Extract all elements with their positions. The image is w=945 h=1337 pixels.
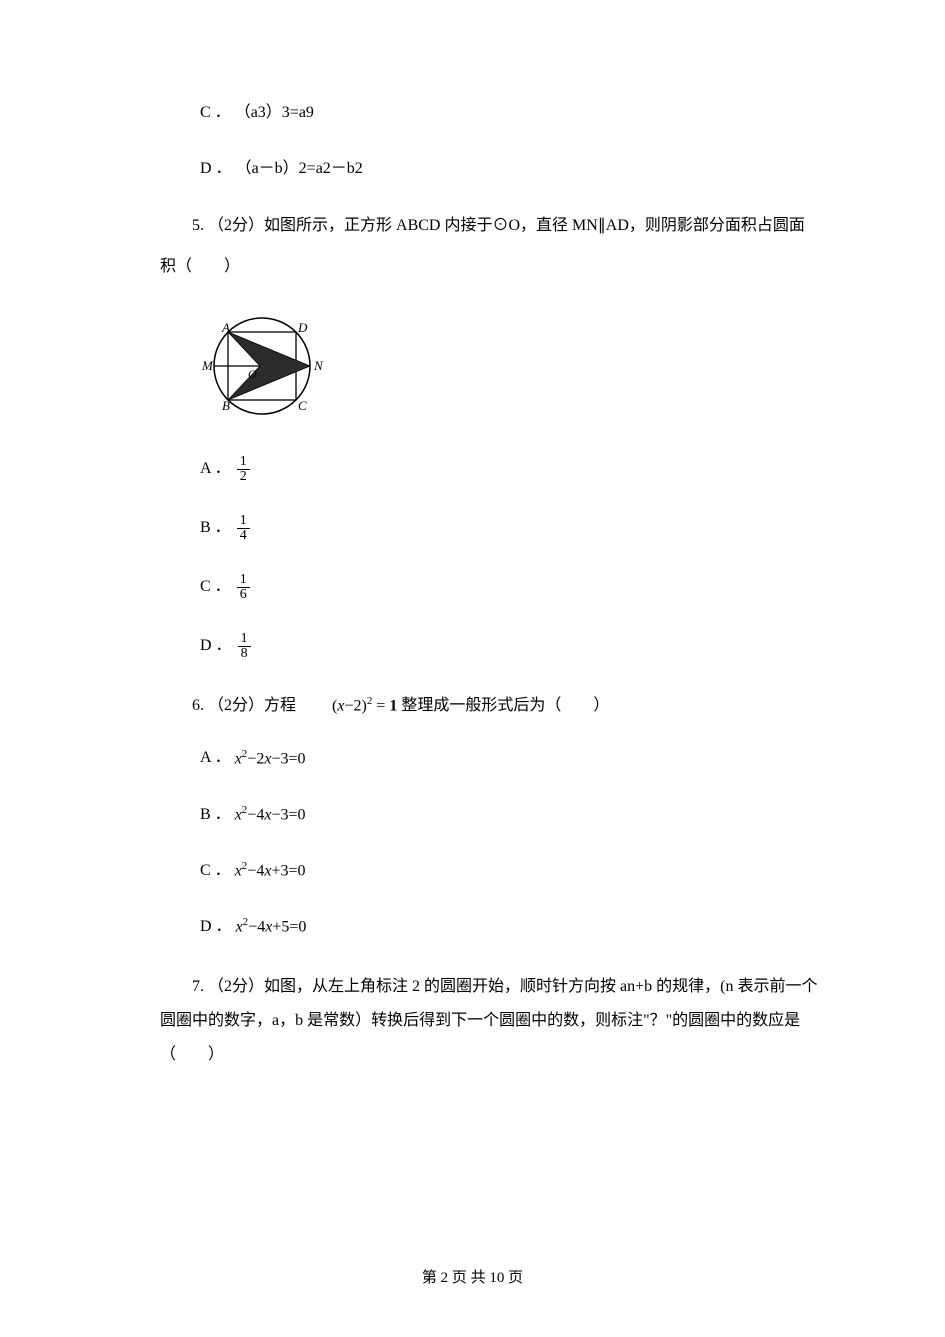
svg-text:C: C [298,398,307,413]
fraction: 18 [238,632,251,661]
fraction: 14 [237,514,250,543]
option-a-q6: A ． x2−2x−3=0 [200,745,825,771]
option-d-q4: D ． （a－b）2=a2－b2 [200,156,825,182]
option-d-q5: D ． 18 [200,632,825,661]
option-b-q5: B ． 14 [200,514,825,543]
svg-text:O: O [248,367,257,381]
svg-text:B: B [222,398,230,413]
q6-equation: (x−2)2 = 1 [300,691,397,722]
question-5: 5. （2分）如图所示，正方形 ABCD 内接于⊙O，直径 MN∥AD，则阴影部… [160,211,825,241]
option-equation: x2−4x+5=0 [236,914,307,940]
page-footer: 第 2 页 共 10 页 [0,1266,945,1287]
option-equation: x2−2x−3=0 [235,746,306,772]
option-label: C ． [200,578,231,595]
question-5-cont: 积（ ） [160,252,825,282]
option-label: A ． [200,749,231,766]
q5-diagram: A D B C M N O [200,306,825,435]
fraction: 16 [237,573,250,602]
option-c-q4: C ． （a3）3=a9 [200,100,825,126]
option-label: B ． [200,519,231,536]
option-content: （a－b）2=a2－b2 [236,160,363,177]
option-c-q6: C ． x2−4x+3=0 [200,858,825,884]
option-a-q5: A ． 12 [200,455,825,484]
option-equation: x2−4x+3=0 [235,858,306,884]
svg-text:M: M [201,358,214,373]
option-content: （a3）3=a9 [235,104,314,121]
option-d-q6: D ． x2−4x+5=0 [200,914,825,940]
svg-text:A: A [221,320,230,335]
option-label: B ． [200,806,231,823]
svg-text:D: D [297,320,308,335]
option-label: C ． [200,104,231,121]
option-label: C ． [200,862,231,879]
question-7: 7. （2分）如图，从左上角标注 2 的圆圈开始，顺时针方向按 an+b 的规律… [160,970,825,1071]
q5-body: 如图所示，正方形 ABCD 内接于⊙O，直径 MN∥AD，则阴影部分面积占圆面 [264,217,805,234]
option-c-q5: C ． 16 [200,573,825,602]
option-label: A ． [200,460,231,477]
option-label: D ． [200,918,232,935]
option-b-q6: B ． x2−4x−3=0 [200,802,825,828]
svg-text:N: N [313,358,324,373]
option-equation: x2−4x−3=0 [235,802,306,828]
option-label: D ． [200,160,232,177]
fraction: 12 [237,455,250,484]
question-6: 6. （2分）方程 (x−2)2 = 1 整理成一般形式后为（ ） [160,691,825,722]
option-label: D ． [200,637,232,654]
